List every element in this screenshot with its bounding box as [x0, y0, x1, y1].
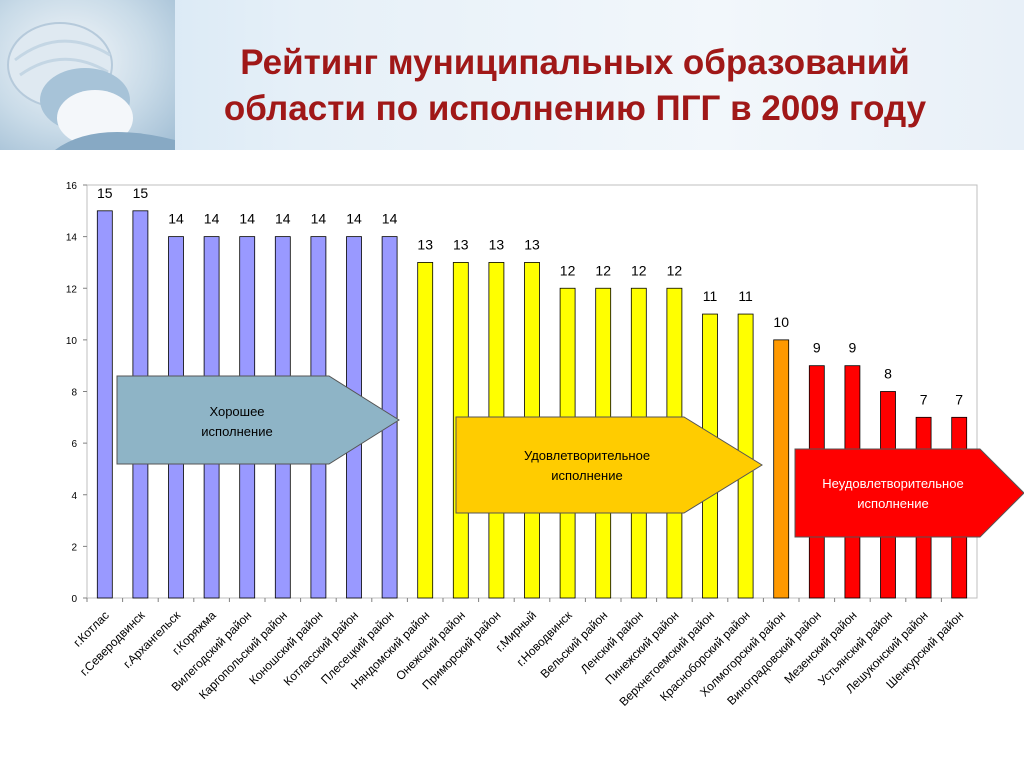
annotation-arrow: [455, 416, 763, 514]
bar-value-label: 14: [204, 211, 220, 227]
title-line-2: области по исполнению ПГГ в 2009 году: [223, 89, 927, 128]
bar-value-label: 8: [884, 366, 892, 382]
y-tick-label: 8: [71, 388, 77, 399]
bar-value-label: 12: [631, 262, 647, 278]
bar-value-label: 11: [738, 288, 753, 304]
annotation-arrow: [116, 375, 400, 465]
annotation-label-line-1: Неудовлетворительное: [822, 476, 963, 491]
y-tick-label: 6: [71, 439, 77, 450]
bar-value-label: 15: [133, 185, 149, 201]
category-arrows: Хорошее исполнение Удовлетворительное испол…: [116, 375, 1024, 538]
y-tick-label: 10: [66, 336, 78, 347]
x-axis: г.Котласг.Северодвинскг.Архангельскг.Кор…: [71, 598, 966, 709]
header-banner: Рейтинг муниципальных образований област…: [0, 0, 1024, 150]
bar-value-label: 14: [168, 211, 184, 227]
bar-value-label: 13: [489, 236, 505, 252]
bar-value-label: 7: [955, 391, 963, 407]
bar: [417, 262, 434, 599]
bar-value-label: 12: [667, 262, 683, 278]
y-tick-label: 14: [66, 233, 78, 244]
annotation-label-line-2: исполнение: [857, 496, 928, 511]
bar-value-label: 12: [560, 262, 576, 278]
bar-value-label: 14: [382, 211, 398, 227]
surgeon-photo: [0, 0, 175, 150]
bar-value-label: 13: [453, 236, 469, 252]
y-tick-label: 4: [71, 491, 77, 502]
bar-value-label: 10: [773, 314, 789, 330]
annotation-label-line-1: Хорошее: [209, 404, 264, 419]
bar-value-label: 14: [275, 211, 291, 227]
annotation-arrow: [794, 448, 1024, 538]
bar-value-label: 9: [813, 340, 821, 356]
annotation-label-line-2: исполнение: [201, 424, 272, 439]
annotation-label-line-2: исполнение: [551, 468, 622, 483]
bar-value-label: 15: [97, 185, 113, 201]
x-category-label: Ленский район: [578, 608, 646, 676]
bar-value-label: 14: [239, 211, 255, 227]
bar-value-label: 11: [703, 288, 718, 304]
bar: [96, 210, 113, 599]
y-tick-label: 2: [71, 542, 77, 553]
surgeon-illustration: [7, 22, 175, 150]
value-labels: 15 15 14 14 14 14 14 14 14 13 13 13 13 12 12 12 12 11 11 10…: [97, 185, 963, 408]
bar-value-label: 9: [849, 340, 857, 356]
bar-value-label: 13: [524, 236, 540, 252]
bar-value-label: 14: [311, 211, 327, 227]
bar-value-label: 14: [346, 211, 362, 227]
bar-value-label: 12: [595, 262, 611, 278]
bar-value-label: 13: [417, 236, 433, 252]
y-tick-label: 12: [66, 284, 78, 295]
bar: [773, 339, 790, 599]
bar-value-label: 7: [920, 391, 928, 407]
y-tick-label: 16: [66, 181, 78, 192]
y-tick-label: 0: [71, 594, 77, 605]
title-line-1: Рейтинг муниципальных образований: [240, 43, 910, 82]
page-title: Рейтинг муниципальных образований област…: [150, 40, 1000, 132]
annotation-label-line-1: Удовлетворительное: [524, 448, 650, 463]
